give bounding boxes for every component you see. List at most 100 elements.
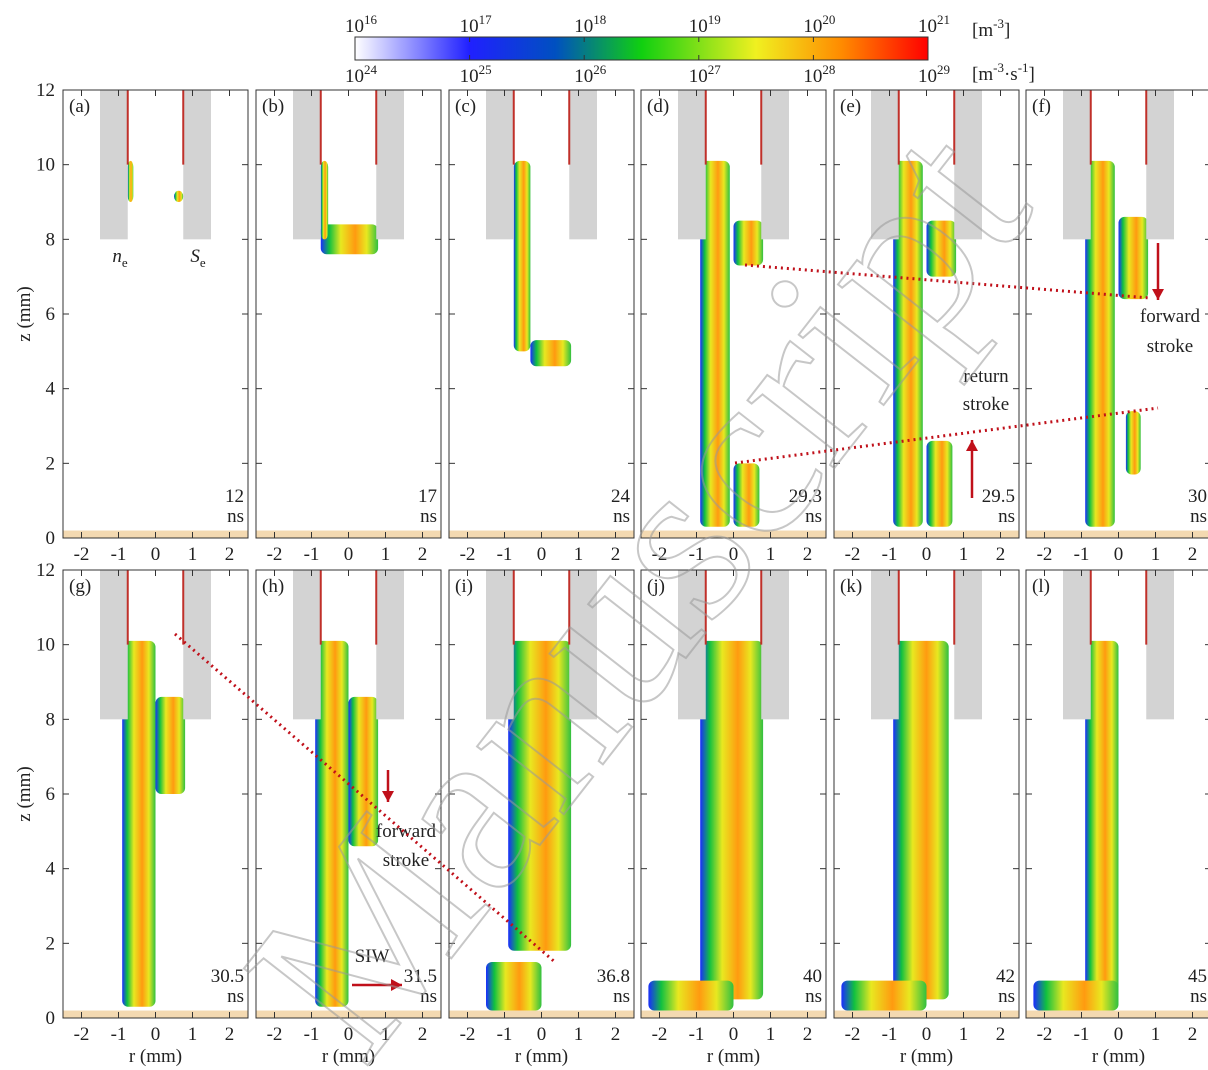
y-tick-label: 2	[46, 453, 56, 474]
panel-label: (e)	[840, 96, 861, 117]
exponent: 19	[708, 12, 721, 27]
x-tick-label: 1	[1151, 1024, 1161, 1045]
x-tick-label: 1	[574, 1024, 584, 1045]
electrode	[761, 570, 789, 720]
electrode	[486, 570, 514, 720]
x-tick-label: -1	[1074, 544, 1090, 565]
plasma-region	[122, 640, 156, 1007]
panel-label: (f)	[1032, 96, 1051, 117]
x-tick-label: 1	[959, 1024, 969, 1045]
x-tick-label: 0	[344, 544, 354, 565]
time-unit: ns	[1190, 986, 1207, 1007]
x-tick-label: -2	[845, 544, 861, 565]
electrode	[678, 570, 706, 720]
y-axis-label: z (mm)	[14, 286, 35, 341]
plasma-region	[648, 980, 734, 1011]
annotation: forward	[376, 821, 437, 842]
x-tick-label: 1	[381, 1024, 391, 1045]
unit: [m	[972, 20, 993, 41]
y-tick-label: 10	[36, 155, 55, 176]
x-tick-label: 2	[418, 544, 428, 565]
time-value: 12	[225, 486, 244, 507]
time-unit: ns	[998, 506, 1015, 527]
time-unit: ns	[805, 506, 822, 527]
annotation: Se	[190, 246, 206, 270]
base: 10	[689, 16, 708, 37]
y-tick-label: 8	[46, 229, 56, 250]
x-tick-label: -1	[497, 544, 513, 565]
x-tick-label: 0	[729, 544, 739, 565]
annotation: ne	[112, 246, 128, 270]
x-tick-label: 2	[1188, 1024, 1198, 1045]
plasma-region	[348, 696, 379, 847]
x-tick-label: -1	[689, 544, 705, 565]
time-unit: ns	[227, 506, 244, 527]
electrode	[100, 90, 128, 240]
time-value: 40	[803, 966, 822, 987]
time-unit: ns	[613, 506, 630, 527]
plasma-region	[320, 160, 329, 240]
annotation-text: stroke	[1147, 336, 1193, 357]
base: 10	[345, 66, 364, 87]
colorbar-label: 1021	[918, 12, 950, 37]
x-tick-label: -1	[1074, 1024, 1090, 1045]
x-tick-label: -2	[652, 1024, 668, 1045]
colorbar-unit: [m-3]	[972, 16, 1010, 41]
annotation-text: forward	[376, 821, 437, 842]
x-tick-label: -2	[845, 1024, 861, 1045]
x-tick-label: -2	[74, 1024, 90, 1045]
x-tick-label: 2	[225, 544, 235, 565]
panel: -2 -1 0 1 2 (d) 29.3ns	[640, 89, 827, 565]
exponent: 26	[593, 62, 607, 77]
plasma-region	[320, 224, 379, 255]
annotation: SIW	[355, 946, 390, 967]
y-tick-label: 12	[36, 80, 55, 101]
x-tick-label: -1	[882, 1024, 898, 1045]
panel-label: (a)	[69, 96, 90, 117]
y-axis-label: z (mm)	[14, 766, 35, 821]
x-tick-label: -2	[1037, 1024, 1053, 1045]
x-tick-label: 0	[151, 1024, 161, 1045]
electrode	[569, 570, 597, 720]
y-tick-label: 0	[46, 1008, 56, 1029]
time-value: 29.5	[982, 486, 1015, 507]
exponent: 20	[822, 12, 835, 27]
time-unit: ns	[998, 986, 1015, 1007]
y-tick-label: 6	[46, 304, 56, 325]
y-tick-label: 10	[36, 635, 55, 656]
time-unit: ns	[420, 506, 437, 527]
x-tick-label: 2	[803, 544, 813, 565]
dielectric	[1026, 530, 1208, 538]
colorbar-label: 1024	[345, 62, 378, 87]
base: 10	[803, 66, 822, 87]
x-tick-label: 2	[225, 1024, 235, 1045]
annotation: stroke	[383, 850, 429, 871]
annotation: stroke	[1147, 336, 1193, 357]
arrow-head	[391, 979, 402, 991]
annotation-text: forward	[1140, 306, 1201, 327]
plasma-region	[1118, 216, 1149, 300]
annotation-text: n	[112, 246, 122, 267]
x-tick-label: -2	[460, 1024, 476, 1045]
unit-exp: -3	[993, 16, 1004, 31]
x-axis-label: r (mm)	[322, 1046, 375, 1067]
x-tick-label: -1	[304, 544, 320, 565]
colorbar-unit: [m-3·s-1]	[972, 60, 1035, 85]
y-tick-label: 8	[46, 709, 56, 730]
x-tick-label: -2	[267, 544, 283, 565]
exponent: 24	[364, 62, 378, 77]
annotation: return	[963, 366, 1009, 387]
time-unit: ns	[420, 986, 437, 1007]
panel-frame	[62, 89, 249, 539]
x-tick-label: 0	[537, 544, 547, 565]
x-tick-label: 0	[151, 544, 161, 565]
time-value: 30.5	[211, 966, 244, 987]
colorbar-label: 1016	[345, 12, 378, 37]
annotation-text: stroke	[963, 394, 1009, 415]
base: 10	[803, 16, 822, 37]
exponent: 17	[479, 12, 493, 27]
panel-label: (h)	[262, 576, 284, 597]
connector	[744, 263, 1151, 300]
